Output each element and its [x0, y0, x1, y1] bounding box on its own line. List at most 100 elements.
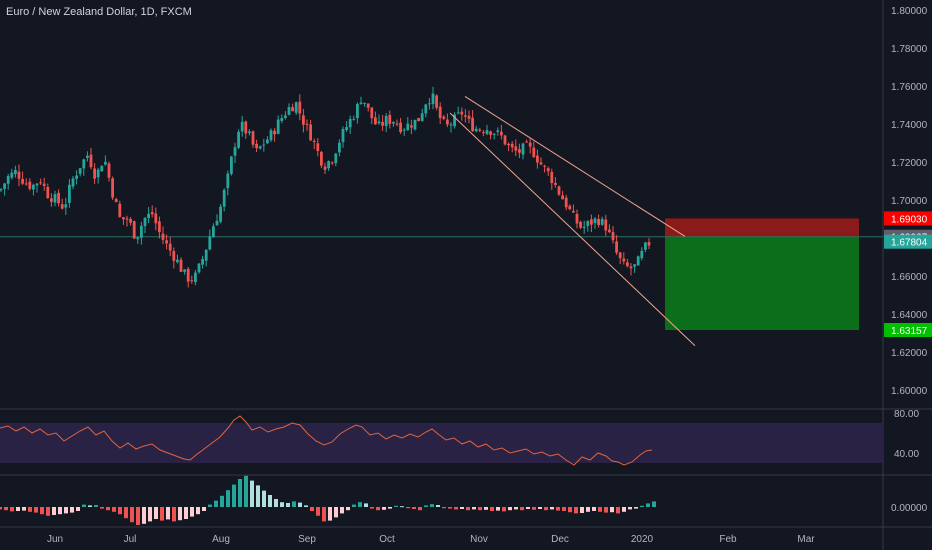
macd-bar	[142, 507, 146, 524]
macd-bar	[448, 507, 452, 509]
candle-body	[42, 183, 46, 186]
candle-body	[208, 236, 212, 250]
macd-bar	[10, 507, 14, 512]
candle-body	[273, 130, 276, 135]
macd-bar	[574, 507, 578, 514]
candle-body	[226, 173, 230, 189]
candle-body	[302, 115, 305, 125]
macd-bar	[268, 495, 272, 507]
price-tag	[884, 211, 932, 226]
candle-body	[647, 242, 651, 246]
macd-bar	[628, 507, 632, 510]
macd-bar	[436, 505, 440, 507]
candle-body	[334, 153, 338, 164]
candle-body	[536, 155, 539, 163]
candle-body	[352, 118, 356, 120]
macd-bar	[610, 507, 614, 513]
x-tick-label: Jun	[47, 534, 63, 545]
macd-bar	[280, 502, 284, 507]
macd-bar	[442, 507, 446, 509]
x-tick-label: Feb	[719, 534, 737, 545]
candle-body	[57, 192, 60, 204]
candle-body	[312, 140, 316, 142]
macd-bar	[244, 475, 248, 507]
candle-body	[471, 117, 474, 132]
candle-body	[604, 219, 608, 231]
candle-body	[269, 130, 273, 141]
macd-bar	[172, 507, 176, 522]
candle-body	[442, 116, 446, 119]
macd-bar	[544, 507, 548, 511]
macd-bar	[526, 507, 530, 509]
candle-body	[449, 124, 453, 126]
candle-body	[39, 182, 42, 184]
candle-body	[348, 119, 352, 128]
macd-bar	[76, 507, 80, 511]
candle-body	[485, 130, 489, 134]
candle-body	[201, 258, 204, 265]
candle-body	[356, 103, 359, 119]
macd-bar	[634, 507, 638, 509]
macd-bar	[358, 502, 362, 507]
candle-body	[68, 184, 71, 203]
candle-body	[446, 119, 449, 125]
macd-bar	[508, 507, 512, 511]
candle-body	[93, 168, 96, 179]
candle-body	[424, 104, 428, 114]
macd-bar	[256, 485, 260, 507]
candle-body	[222, 189, 226, 207]
candle-body	[420, 113, 424, 121]
candle-body	[276, 119, 280, 134]
candle-body	[100, 165, 104, 172]
candle-body	[176, 259, 179, 263]
candle-body	[143, 217, 147, 227]
chart-title: Euro / New Zealand Dollar, 1D, FXCM	[6, 6, 192, 18]
macd-bar	[334, 507, 338, 518]
candle-body	[323, 166, 327, 170]
candle-body	[82, 159, 86, 169]
candle-body	[35, 183, 39, 186]
stop-loss-zone	[665, 218, 859, 237]
candle-body	[0, 188, 3, 191]
candle-body	[28, 181, 32, 189]
macd-bar	[46, 507, 50, 516]
macd-bar	[640, 505, 644, 507]
candle-body	[280, 118, 284, 121]
candle-body	[345, 127, 348, 130]
candle-body	[327, 161, 330, 169]
candle-body	[377, 121, 381, 124]
x-tick-label: Aug	[212, 534, 230, 545]
x-tick-label: Dec	[551, 534, 569, 545]
candle-body	[381, 121, 384, 126]
macd-bar	[430, 504, 434, 507]
candle-body	[402, 129, 406, 131]
candle-body	[125, 218, 129, 220]
candle-body	[561, 195, 564, 200]
candle-body	[179, 259, 183, 272]
candle-body	[629, 266, 633, 269]
macd-bar	[178, 507, 182, 521]
macd-bar	[316, 507, 320, 516]
candle-body	[366, 103, 370, 108]
candle-body	[3, 183, 6, 189]
candle-body	[636, 256, 640, 266]
candle-body	[359, 102, 363, 105]
macd-bar	[160, 507, 164, 521]
x-tick-label: Sep	[298, 534, 316, 545]
candle-body	[32, 184, 35, 190]
candle-body	[456, 112, 460, 114]
x-tick-label: Oct	[379, 534, 395, 545]
macd-bar	[202, 507, 206, 511]
candle-body	[539, 162, 543, 165]
candle-body	[24, 183, 28, 185]
macd-bar	[400, 506, 404, 508]
macd-bar	[466, 507, 470, 511]
candle-body	[46, 186, 50, 199]
candle-body	[111, 178, 114, 198]
candle-body	[503, 135, 507, 145]
candle-body	[507, 143, 510, 146]
macd-bar	[580, 507, 584, 513]
y-tick-label: 1.64000	[891, 310, 928, 321]
